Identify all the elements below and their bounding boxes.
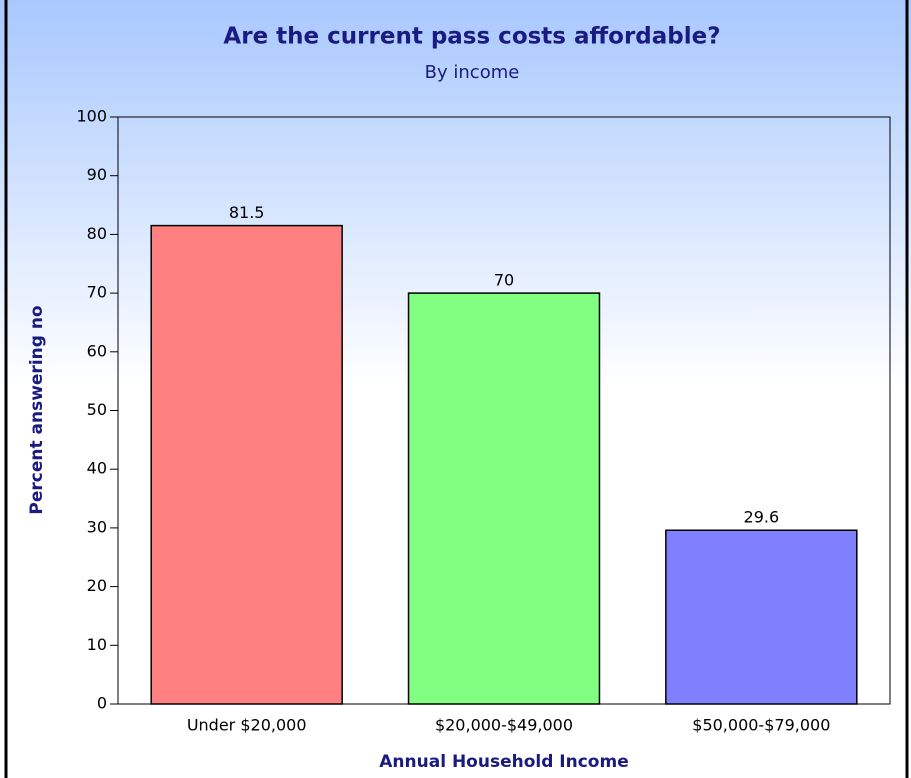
y-axis-label: Percent answering no [27, 305, 47, 514]
x-axis-label: Annual Household Income [379, 752, 628, 772]
x-tick-label: Under $20,000 [187, 716, 307, 735]
y-tick-label: 70 [87, 283, 107, 302]
y-tick-label: 30 [87, 517, 107, 536]
value-label: 70 [494, 271, 514, 290]
bar [150, 224, 343, 705]
value-label: 29.6 [744, 508, 780, 527]
y-tick-label: 20 [87, 576, 107, 595]
bar [407, 292, 601, 705]
y-tick-label: 0 [97, 694, 107, 713]
x-tick-label: $20,000-$49,000 [435, 716, 573, 735]
chart-title: Are the current pass costs affordable? [223, 24, 720, 50]
bar [665, 529, 858, 705]
y-tick-label: 100 [76, 107, 107, 126]
y-tick-label: 10 [87, 635, 107, 654]
y-tick-label: 80 [87, 224, 107, 243]
y-tick-label: 60 [87, 341, 107, 360]
y-tick-label: 50 [87, 400, 107, 419]
chart-subtitle: By income [425, 62, 520, 83]
y-tick-label: 40 [87, 459, 107, 478]
value-label: 81.5 [229, 203, 265, 222]
y-tick-label: 90 [87, 165, 107, 184]
x-tick-label: $50,000-$79,000 [692, 716, 830, 735]
